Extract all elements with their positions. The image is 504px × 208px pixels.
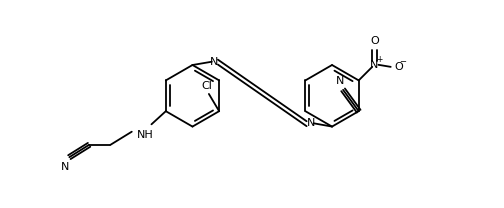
Text: −: − (399, 57, 406, 66)
Text: N: N (61, 162, 70, 172)
Text: N: N (370, 60, 379, 70)
Text: O: O (394, 62, 403, 72)
Text: N: N (306, 118, 315, 128)
Text: Cl: Cl (202, 81, 212, 91)
Text: O: O (370, 36, 379, 46)
Text: N: N (336, 76, 344, 86)
Text: NH: NH (137, 130, 154, 140)
Text: N: N (210, 57, 218, 67)
Text: +: + (376, 55, 383, 64)
